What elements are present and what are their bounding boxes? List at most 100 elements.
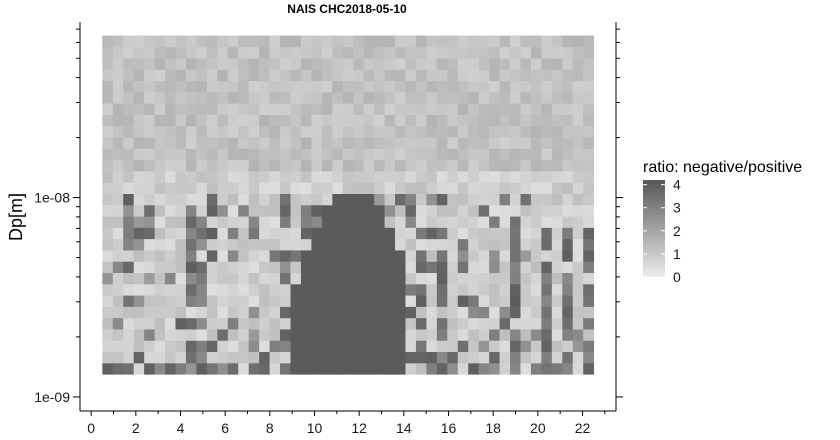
heatmap-cell <box>300 103 312 115</box>
heatmap-cell <box>405 193 417 206</box>
heatmap-cell <box>332 137 344 149</box>
heatmap-cell <box>290 80 302 93</box>
heatmap-cell <box>572 80 584 93</box>
heatmap-cell <box>510 193 521 206</box>
heatmap-cell <box>499 283 511 296</box>
heatmap-cell <box>227 171 239 183</box>
heatmap-cell <box>102 35 114 48</box>
heatmap-cell <box>353 362 365 375</box>
heatmap-cell <box>311 295 323 307</box>
heatmap-cell <box>165 238 176 251</box>
legend-title: ratio: negative/positive <box>643 159 802 176</box>
y-axis-title: Dp[m] <box>6 193 26 241</box>
heatmap-cell <box>457 35 469 48</box>
x-tick-label: 12 <box>351 420 367 436</box>
heatmap-cell <box>112 171 124 183</box>
heatmap-cell <box>196 204 208 217</box>
heatmap-cell <box>321 91 333 104</box>
heatmap-cell <box>510 137 521 149</box>
heatmap-cell <box>426 238 438 251</box>
heatmap-cell <box>238 46 250 59</box>
heatmap-cell <box>510 329 521 341</box>
heatmap-cell <box>175 137 187 149</box>
heatmap-cell <box>102 182 114 194</box>
heatmap-cell <box>395 103 406 115</box>
heatmap-cell <box>332 329 344 341</box>
heatmap-cell <box>520 317 532 330</box>
x-tick-label: 0 <box>87 420 95 436</box>
heatmap-cell <box>499 69 511 82</box>
heatmap-cell <box>499 227 511 240</box>
heatmap-cell <box>280 238 291 251</box>
heatmap-cell <box>280 272 291 285</box>
heatmap-cell <box>447 159 459 172</box>
heatmap-cell <box>311 238 323 251</box>
heatmap-cell <box>133 250 145 262</box>
heatmap-cell <box>165 351 176 364</box>
heatmap-cell <box>583 227 595 240</box>
heatmap-cell <box>395 125 406 138</box>
heatmap-cell <box>248 204 260 217</box>
heatmap-cell <box>457 137 469 149</box>
heatmap-cell <box>489 272 500 285</box>
heatmap-cell <box>280 91 291 104</box>
heatmap-cell <box>478 329 490 341</box>
heatmap-cell <box>259 193 270 206</box>
heatmap-cell <box>583 91 595 104</box>
heatmap-cell <box>342 103 354 115</box>
heatmap-cell <box>227 306 239 319</box>
heatmap-cell <box>353 250 365 262</box>
heatmap-cell <box>489 362 500 375</box>
heatmap-cell <box>426 148 438 161</box>
heatmap-cell <box>520 182 532 194</box>
heatmap-cell <box>489 283 500 296</box>
heatmap-cell <box>238 351 250 364</box>
heatmap-cell <box>405 182 417 194</box>
heatmap-cell <box>541 193 553 206</box>
heatmap-cell <box>457 204 469 217</box>
heatmap-cell <box>499 35 511 48</box>
heatmap-cell <box>196 238 208 251</box>
heatmap-cell <box>436 148 448 161</box>
heatmap-cell <box>499 125 511 138</box>
heatmap-cell <box>415 148 427 161</box>
heatmap-cell <box>363 272 375 285</box>
heatmap-cell <box>520 351 532 364</box>
heatmap-cell <box>457 227 469 240</box>
heatmap-cell <box>227 351 239 364</box>
heatmap-cell <box>144 261 155 274</box>
heatmap-cell <box>300 204 312 217</box>
heatmap-cell <box>468 193 480 206</box>
heatmap-cell <box>175 35 187 48</box>
heatmap-cell <box>478 272 490 285</box>
heatmap-cell <box>415 137 427 149</box>
heatmap-cell <box>217 125 229 138</box>
heatmap-cell <box>510 148 521 161</box>
heatmap-cell <box>384 114 396 127</box>
heatmap-cell <box>457 114 469 127</box>
heatmap-cell <box>457 261 469 274</box>
heatmap-cell <box>520 171 532 183</box>
heatmap-cell <box>426 193 438 206</box>
heatmap-cell <box>395 362 406 375</box>
heatmap-cell <box>165 148 176 161</box>
heatmap-cell <box>321 80 333 93</box>
heatmap-cell <box>530 35 542 48</box>
heatmap-cell <box>112 238 124 251</box>
heatmap-cell <box>353 340 365 353</box>
heatmap-cell <box>489 317 500 330</box>
heatmap-cell <box>165 137 176 149</box>
heatmap-cell <box>290 171 302 183</box>
heatmap-cell <box>238 171 250 183</box>
heatmap-cell <box>468 46 480 59</box>
heatmap-cell <box>499 193 511 206</box>
heatmap-cell <box>374 227 385 240</box>
heatmap-cell <box>457 91 469 104</box>
heatmap-cell <box>112 159 124 172</box>
heatmap-cell <box>426 35 438 48</box>
heatmap-cell <box>248 250 260 262</box>
heatmap-cell <box>259 227 270 240</box>
heatmap-cell <box>478 182 490 194</box>
heatmap-cell <box>259 137 270 149</box>
heatmap-cell <box>363 317 375 330</box>
